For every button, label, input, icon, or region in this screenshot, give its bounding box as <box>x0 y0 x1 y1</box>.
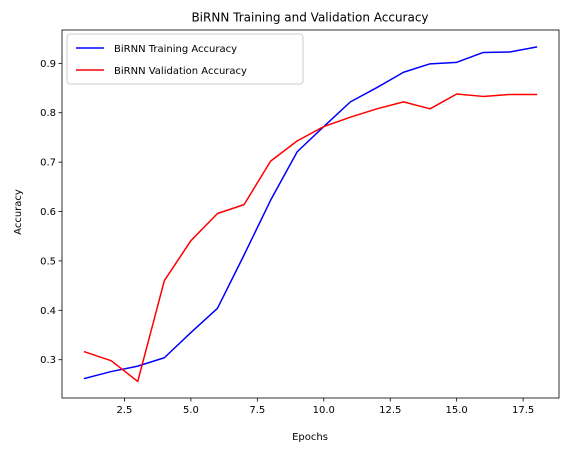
y-tick-label: 0.4 <box>40 306 56 317</box>
series-layer <box>83 46 538 383</box>
plot-frame <box>61 29 560 399</box>
series-line-validation <box>83 93 538 383</box>
y-tick-label: 0.6 <box>40 207 56 218</box>
x-tick-label: 15.0 <box>446 405 468 416</box>
x-tick-label: 5.0 <box>183 405 199 416</box>
plot-area <box>61 29 560 399</box>
chart-title: BiRNN Training and Validation Accuracy <box>191 11 428 25</box>
x-axis: 2.5 5.0 7.5 10.0 12.5 15.0 17.5 <box>117 398 534 416</box>
x-tick-label: 17.5 <box>512 405 534 416</box>
legend: BiRNN Training Accuracy BiRNN Validation… <box>66 33 304 85</box>
legend-box <box>66 33 304 85</box>
x-tick-label: 2.5 <box>117 405 133 416</box>
y-tick-label: 0.3 <box>40 355 56 366</box>
legend-label-training: BiRNN Training Accuracy <box>114 44 237 55</box>
x-tick-label: 10.0 <box>313 405 335 416</box>
y-tick-label: 0.8 <box>40 108 56 119</box>
legend-label-validation: BiRNN Validation Accuracy <box>114 66 247 77</box>
y-axis-label: Accuracy <box>13 189 24 235</box>
x-tick-label: 7.5 <box>249 405 265 416</box>
y-axis: 0.3 0.4 0.5 0.6 0.7 0.8 0.9 <box>40 59 62 366</box>
y-tick-label: 0.9 <box>40 59 56 70</box>
y-tick-label: 0.7 <box>40 158 56 169</box>
x-tick-label: 12.5 <box>379 405 401 416</box>
series-line-training <box>83 46 538 380</box>
x-axis-label: Epochs <box>292 432 328 443</box>
y-tick-label: 0.5 <box>40 256 56 267</box>
